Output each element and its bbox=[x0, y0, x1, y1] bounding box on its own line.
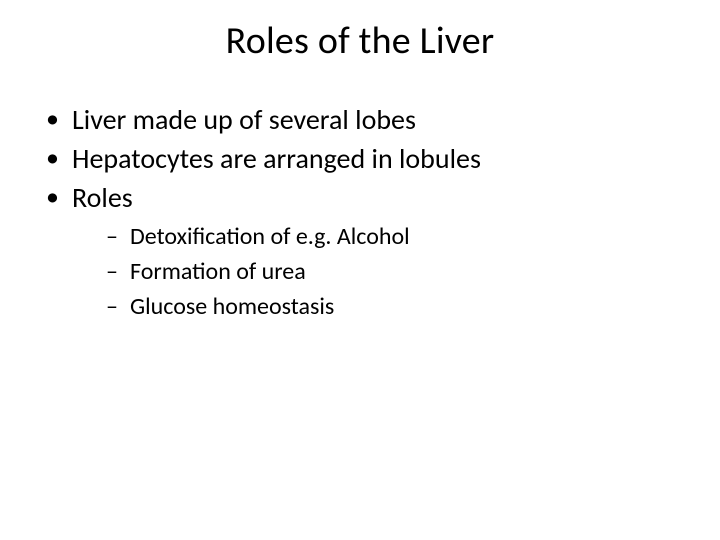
list-item: Detoxification of e.g. Alcohol bbox=[106, 221, 680, 252]
list-item-text: Formation of urea bbox=[130, 257, 306, 286]
list-item: Roles Detoxification of e.g. Alcohol For… bbox=[46, 180, 680, 323]
sub-bullet-list: Detoxification of e.g. Alcohol Formation… bbox=[72, 221, 680, 323]
list-item-text: Glucose homeostasis bbox=[130, 292, 334, 321]
list-item: Hepatocytes are arranged in lobules bbox=[46, 141, 680, 176]
list-item: Liver made up of several lobes bbox=[46, 102, 680, 137]
slide: Roles of the Liver Liver made up of seve… bbox=[0, 0, 720, 540]
list-item: Glucose homeostasis bbox=[106, 291, 680, 322]
list-item-text: Hepatocytes are arranged in lobules bbox=[72, 141, 481, 176]
list-item-text: Liver made up of several lobes bbox=[72, 102, 416, 137]
list-item: Formation of urea bbox=[106, 256, 680, 287]
bullet-list: Liver made up of several lobes Hepatocyt… bbox=[40, 102, 680, 323]
slide-title: Roles of the Liver bbox=[40, 18, 680, 64]
list-item-text: Roles bbox=[72, 180, 133, 215]
list-item-text: Detoxification of e.g. Alcohol bbox=[130, 222, 410, 251]
